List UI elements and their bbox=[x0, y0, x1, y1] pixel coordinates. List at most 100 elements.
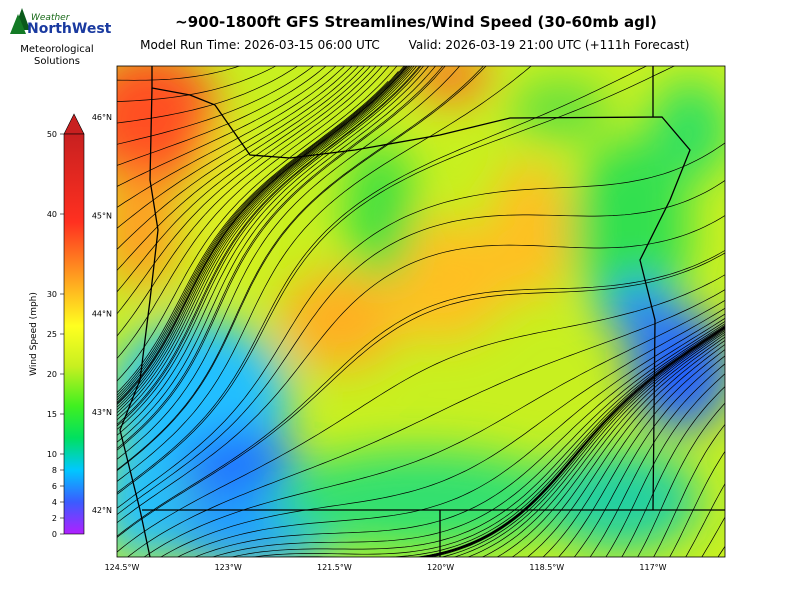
streamline bbox=[117, 274, 725, 553]
lon-label: 117°W bbox=[639, 563, 666, 572]
logo-main: NorthWest bbox=[27, 21, 112, 37]
streamline bbox=[527, 339, 725, 557]
streamline bbox=[117, 66, 676, 495]
streamline bbox=[117, 66, 422, 427]
streamline bbox=[653, 423, 725, 557]
streamline bbox=[117, 66, 436, 443]
streamline bbox=[429, 327, 725, 557]
streamline bbox=[117, 66, 410, 408]
streamline bbox=[117, 66, 299, 124]
streamline bbox=[117, 66, 360, 250]
streamline bbox=[117, 66, 337, 187]
streamline bbox=[194, 317, 725, 557]
streamline bbox=[117, 66, 648, 494]
streamline bbox=[117, 66, 421, 425]
lat-label: 45°N bbox=[92, 211, 112, 220]
streamline bbox=[230, 323, 725, 557]
streamline bbox=[143, 299, 725, 557]
streamline bbox=[117, 66, 425, 430]
lon-label: 123°W bbox=[215, 563, 242, 572]
streamline bbox=[117, 66, 413, 414]
streamline bbox=[117, 66, 418, 421]
streamline bbox=[117, 66, 415, 417]
lon-label: 121.5°W bbox=[317, 563, 352, 572]
streamline bbox=[421, 326, 725, 557]
streamline bbox=[481, 331, 725, 557]
lat-label: 46°N bbox=[92, 113, 112, 122]
streamline bbox=[117, 66, 405, 399]
streamline bbox=[117, 249, 725, 537]
streamline bbox=[251, 324, 725, 557]
streamline bbox=[117, 66, 377, 315]
streamline bbox=[467, 330, 725, 557]
streamline bbox=[117, 66, 409, 406]
colorbar-tick-label: 10 bbox=[47, 450, 57, 459]
streamline bbox=[605, 373, 725, 557]
colorbar-tick-label: 6 bbox=[52, 482, 57, 491]
streamline bbox=[211, 320, 725, 557]
colorbar-tick-label: 40 bbox=[47, 210, 57, 219]
lat-label: 43°N bbox=[92, 408, 112, 417]
colorbar-tick-label: 50 bbox=[47, 130, 57, 139]
streamline bbox=[117, 66, 430, 436]
colorbar-tick-label: 0 bbox=[52, 530, 57, 539]
streamline bbox=[160, 307, 725, 557]
streamline bbox=[127, 289, 725, 557]
model-run: Model Run Time: 2026-03-15 06:00 UTC bbox=[140, 38, 380, 52]
streamline bbox=[117, 71, 399, 396]
streamline bbox=[117, 66, 484, 471]
lon-label: 120°W bbox=[427, 563, 454, 572]
streamline bbox=[117, 66, 371, 293]
streamline bbox=[669, 450, 725, 557]
streamline bbox=[117, 66, 406, 401]
streamline bbox=[117, 66, 444, 449]
streamline bbox=[117, 66, 353, 229]
streamline bbox=[511, 336, 725, 557]
streamline bbox=[117, 66, 446, 451]
streamline bbox=[279, 325, 725, 557]
valid-time: Valid: 2026-03-19 21:00 UTC (+111h Forec… bbox=[409, 38, 690, 52]
colorbar-label: Wind Speed (mph) bbox=[29, 292, 39, 376]
colorbar-tick-label: 20 bbox=[47, 370, 57, 379]
streamline bbox=[117, 66, 314, 145]
streamline bbox=[117, 180, 725, 515]
title: ~900-1800ft GFS Streamlines/Wind Speed (… bbox=[175, 13, 657, 31]
streamline bbox=[117, 80, 389, 394]
streamline bbox=[496, 333, 725, 557]
colorbar-tick-label: 25 bbox=[47, 330, 57, 339]
streamline bbox=[732, 550, 739, 560]
lon-label: 124.5°W bbox=[105, 563, 140, 572]
streamline bbox=[573, 355, 725, 557]
streamline bbox=[117, 142, 725, 509]
colorbar-tick-label: 2 bbox=[52, 514, 57, 523]
logo: Weather NorthWest bbox=[10, 8, 112, 37]
streamline bbox=[117, 66, 277, 103]
streamline bbox=[117, 66, 487, 472]
streamline bbox=[440, 327, 725, 557]
streamline bbox=[621, 386, 725, 557]
lat-label: 44°N bbox=[92, 310, 112, 319]
wind-field bbox=[117, 66, 739, 560]
streamline bbox=[117, 252, 725, 538]
streamline bbox=[117, 66, 383, 337]
streamline bbox=[717, 545, 725, 557]
streamline bbox=[176, 313, 725, 557]
streamline bbox=[117, 66, 408, 405]
borders bbox=[119, 66, 725, 557]
colorbar-tick-label: 4 bbox=[52, 498, 57, 507]
streamline bbox=[117, 66, 407, 403]
colorbar-tick-label: 30 bbox=[47, 290, 57, 299]
logo-sub: Meteorological Solutions bbox=[20, 44, 94, 67]
colorbar-tick-label: 15 bbox=[47, 410, 57, 419]
streamline bbox=[558, 349, 725, 557]
streamline bbox=[117, 66, 241, 81]
streamline bbox=[117, 215, 725, 524]
streamline bbox=[589, 363, 725, 557]
streamline bbox=[701, 516, 725, 557]
lat-label: 42°N bbox=[92, 506, 112, 515]
streamline bbox=[117, 66, 398, 382]
colorbar-tick-label: 8 bbox=[52, 466, 57, 475]
logo-top: Weather bbox=[31, 13, 71, 23]
streamline bbox=[117, 66, 366, 271]
streamline bbox=[117, 66, 532, 482]
